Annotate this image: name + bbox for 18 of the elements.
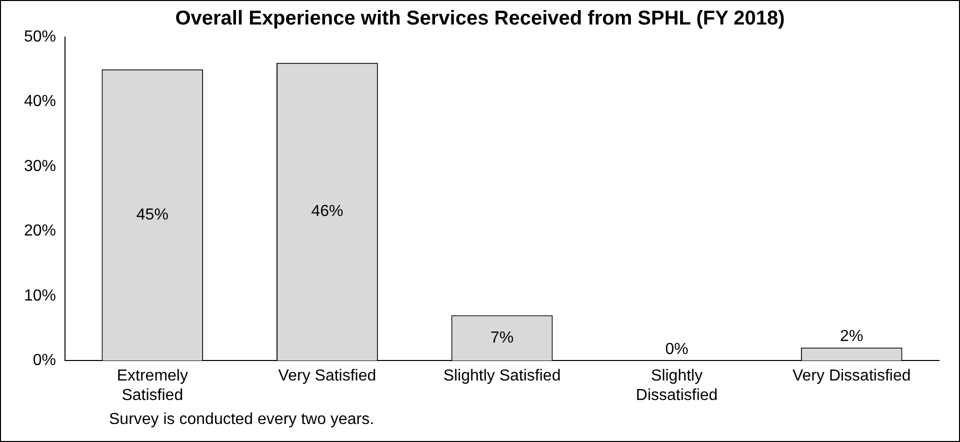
x-tick-label: Very Dissatisfied — [792, 368, 911, 385]
y-tick-label: 40% — [24, 93, 56, 110]
x-tick-label: Very Satisfied — [278, 368, 376, 385]
data-label: 46% — [311, 203, 344, 220]
data-label: 7% — [490, 329, 514, 346]
data-label: 2% — [840, 328, 864, 346]
y-tick-label: 0% — [32, 352, 56, 370]
chart-title: Overall Experience with Services Received from SPHL (FY 2018) — [175, 8, 785, 30]
y-tick-label: 50% — [24, 28, 56, 46]
y-tick-label: 10% — [24, 287, 56, 304]
data-label: 0% — [665, 341, 688, 358]
data-label: 45% — [136, 206, 168, 224]
x-tick-label: Slightly Dissatisfied — [636, 368, 718, 404]
y-tick-label: 30% — [24, 158, 56, 175]
y-tick-label: 20% — [24, 222, 56, 240]
text: Survey is conducted every two years. — [109, 411, 374, 429]
x-tick-label: Slightly Satisfied — [443, 368, 561, 385]
x-tick-label: Extremely Satisfied — [116, 368, 188, 404]
